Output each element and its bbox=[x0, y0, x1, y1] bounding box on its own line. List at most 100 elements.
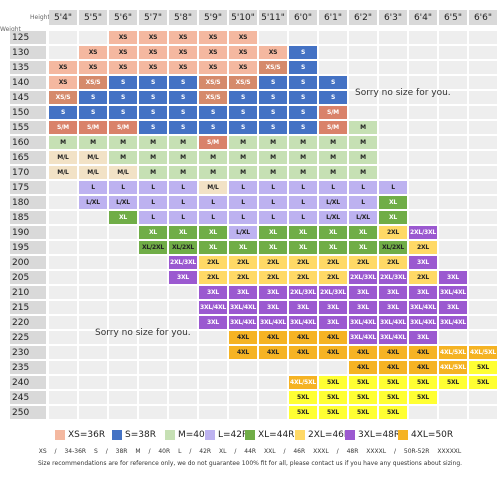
size-cell: XS/S bbox=[229, 76, 257, 89]
size-cell: 5XL bbox=[349, 376, 377, 389]
size-cell bbox=[109, 391, 137, 404]
size-cell: M bbox=[169, 136, 197, 149]
weight-header: 245 bbox=[10, 391, 46, 404]
size-cell bbox=[169, 346, 197, 359]
size-cell bbox=[379, 121, 407, 134]
size-cell bbox=[109, 226, 137, 239]
size-cell: S bbox=[109, 76, 137, 89]
height-header: 5'11" bbox=[259, 10, 287, 25]
size-cell: M bbox=[319, 151, 347, 164]
size-cell bbox=[139, 331, 167, 344]
legend-label: S=38R bbox=[125, 430, 156, 440]
size-cell: XS bbox=[139, 31, 167, 44]
weight-header: 130 bbox=[10, 46, 46, 59]
size-cell: L bbox=[199, 211, 227, 224]
size-cell bbox=[469, 301, 497, 314]
size-cell bbox=[229, 376, 257, 389]
size-cell: M bbox=[79, 136, 107, 149]
size-cell: 4XL/5XL bbox=[289, 376, 317, 389]
size-cell: S bbox=[109, 106, 137, 119]
size-cell: 4XL/5XL bbox=[439, 346, 467, 359]
size-cell bbox=[379, 151, 407, 164]
size-cell bbox=[79, 271, 107, 284]
legend-label: 2XL=46R bbox=[308, 430, 351, 440]
size-cell: M bbox=[289, 151, 317, 164]
size-cell: S bbox=[289, 121, 317, 134]
size-cell bbox=[139, 256, 167, 269]
size-cell: S bbox=[259, 76, 287, 89]
size-cell: 4XL bbox=[349, 361, 377, 374]
size-cell: 5XL bbox=[289, 406, 317, 419]
size-cell: XL bbox=[259, 226, 287, 239]
size-cell: 3XL/4XL bbox=[379, 331, 407, 344]
size-cell: 3XL/4XL bbox=[349, 331, 377, 344]
size-cell: S bbox=[319, 91, 347, 104]
height-header: 6'6" bbox=[469, 10, 497, 25]
size-cell bbox=[199, 346, 227, 359]
size-cell: S bbox=[259, 91, 287, 104]
size-cell: 5XL bbox=[439, 376, 467, 389]
size-cell bbox=[109, 361, 137, 374]
size-cell: 5XL bbox=[379, 391, 407, 404]
size-cell bbox=[469, 91, 497, 104]
size-cell bbox=[259, 31, 287, 44]
legend-item: L=42R bbox=[205, 430, 248, 440]
size-cell bbox=[229, 361, 257, 374]
size-cell bbox=[439, 46, 467, 59]
size-cell bbox=[349, 91, 377, 104]
size-cell bbox=[79, 286, 107, 299]
size-cell: 5XL bbox=[349, 391, 377, 404]
legend-swatch bbox=[112, 430, 122, 440]
size-cell bbox=[409, 91, 437, 104]
size-cell bbox=[49, 391, 77, 404]
size-cell bbox=[469, 106, 497, 119]
size-cell bbox=[439, 106, 467, 119]
size-cell: S bbox=[109, 91, 137, 104]
size-cell bbox=[319, 46, 347, 59]
size-cell: S bbox=[169, 121, 197, 134]
size-cell: XS bbox=[229, 31, 257, 44]
size-cell: XS/S bbox=[259, 61, 287, 74]
weight-header: 180 bbox=[10, 196, 46, 209]
size-cell bbox=[79, 301, 107, 314]
size-cell: 2XL bbox=[349, 256, 377, 269]
size-cell: XL bbox=[319, 226, 347, 239]
size-cell bbox=[289, 361, 317, 374]
size-cell: XS bbox=[229, 46, 257, 59]
size-cell bbox=[49, 31, 77, 44]
size-cell: S/M bbox=[319, 121, 347, 134]
size-cell bbox=[439, 196, 467, 209]
size-cell: 2XL bbox=[229, 271, 257, 284]
size-cell bbox=[79, 256, 107, 269]
size-cell bbox=[199, 376, 227, 389]
size-cell: M/L bbox=[79, 151, 107, 164]
size-cell bbox=[199, 331, 227, 344]
size-cell: 5XL bbox=[379, 406, 407, 419]
size-cell bbox=[79, 211, 107, 224]
size-cell bbox=[469, 211, 497, 224]
size-cell: M bbox=[229, 166, 257, 179]
size-cell: 3XL bbox=[409, 286, 437, 299]
size-cell: XL bbox=[199, 226, 227, 239]
size-cell: S bbox=[79, 91, 107, 104]
size-cell: 2XL bbox=[229, 256, 257, 269]
size-cell: M bbox=[349, 136, 377, 149]
size-cell bbox=[349, 31, 377, 44]
height-header: 6'0" bbox=[289, 10, 317, 25]
size-cell: 5XL bbox=[409, 391, 437, 404]
size-cell: L bbox=[169, 211, 197, 224]
size-cell: 5XL bbox=[349, 406, 377, 419]
size-cell: L/XL bbox=[319, 211, 347, 224]
size-cell bbox=[409, 166, 437, 179]
size-cell bbox=[379, 46, 407, 59]
size-cell: 2XL bbox=[289, 256, 317, 269]
size-conversion-line: XS / 34-36R S / 38R M / 40R L / 42R XL /… bbox=[38, 448, 462, 455]
size-cell bbox=[199, 406, 227, 419]
size-cell: M bbox=[349, 166, 377, 179]
size-cell bbox=[109, 376, 137, 389]
size-cell: M bbox=[289, 166, 317, 179]
size-cell bbox=[469, 391, 497, 404]
size-cell bbox=[379, 136, 407, 149]
size-cell bbox=[469, 136, 497, 149]
size-cell: 3XL bbox=[229, 286, 257, 299]
